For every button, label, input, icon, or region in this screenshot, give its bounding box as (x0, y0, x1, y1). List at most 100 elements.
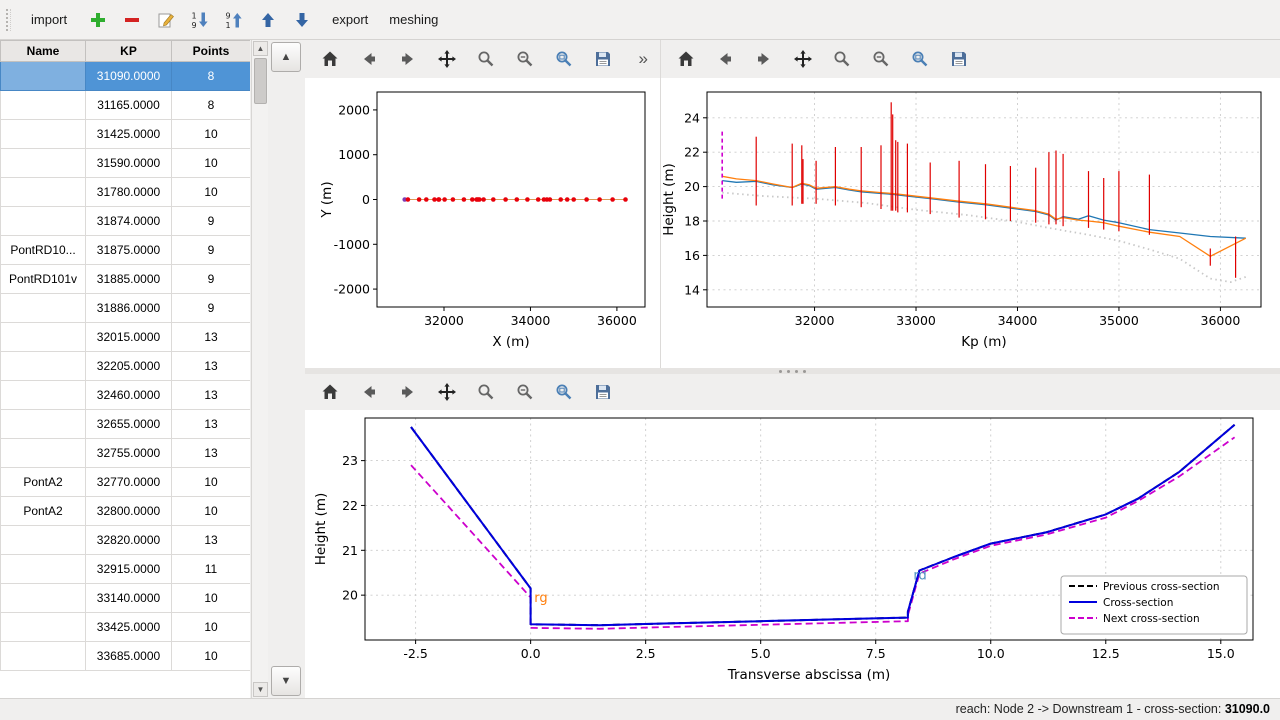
move-down-button[interactable] (287, 5, 316, 34)
cell-name[interactable] (0, 612, 86, 642)
cell-points[interactable]: 9 (171, 264, 250, 294)
cell-name[interactable]: PontA2 (0, 496, 86, 526)
toolbar-overflow-chevron[interactable]: » (638, 49, 648, 68)
table-row[interactable]: 33685.0000 10 (0, 641, 250, 671)
longitudinal-profile-canvas[interactable]: 32000 33000 34000 35000 36000 14 16 18 20 22 24 Kp … (661, 78, 1273, 363)
sort-descending-button[interactable] (185, 5, 214, 34)
zoom-region-button[interactable] (549, 378, 578, 407)
forward-button[interactable] (393, 45, 422, 74)
cell-kp[interactable]: 32755.0000 (85, 438, 172, 468)
zoom-button[interactable] (471, 45, 500, 74)
cell-points[interactable]: 9 (171, 206, 250, 236)
cell-name[interactable] (0, 177, 86, 207)
cell-name[interactable]: PontA2 (0, 467, 86, 497)
cell-points[interactable]: 8 (171, 61, 250, 91)
table-row[interactable]: PontRD10... 31875.0000 9 (0, 235, 250, 265)
cell-name[interactable] (0, 380, 86, 410)
table-row[interactable]: 31425.0000 10 (0, 119, 250, 149)
cell-kp[interactable]: 32800.0000 (85, 496, 172, 526)
scroll-down-button[interactable]: ▼ (271, 666, 301, 696)
zoom-region-button[interactable] (905, 45, 934, 74)
scrollbar-up-arrow-icon[interactable]: ▲ (253, 41, 268, 56)
cell-name[interactable]: PontRD10... (0, 235, 86, 265)
cross-section-canvas[interactable]: rg rd -2.5 0.0 2.5 5.0 7.5 10.0 12.5 15.0 20 21 22 23… (305, 410, 1267, 696)
cell-kp[interactable]: 32915.0000 (85, 554, 172, 584)
cell-points[interactable]: 9 (171, 293, 250, 323)
cell-name[interactable] (0, 90, 86, 120)
table-row[interactable]: 32015.0000 13 (0, 322, 250, 352)
cell-kp[interactable]: 31875.0000 (85, 235, 172, 265)
save-button[interactable] (588, 378, 617, 407)
column-header-points[interactable]: Points (171, 40, 250, 62)
export-menu[interactable]: export (332, 12, 369, 27)
zoom-region-button[interactable] (549, 45, 578, 74)
table-row[interactable]: 33425.0000 10 (0, 612, 250, 642)
table-row[interactable]: 31780.0000 10 (0, 177, 250, 207)
cell-kp[interactable]: 32015.0000 (85, 322, 172, 352)
table-scrollbar[interactable]: ▲ ▼ (251, 40, 268, 698)
cell-points[interactable]: 10 (171, 641, 250, 671)
cell-name[interactable] (0, 61, 86, 91)
cell-points[interactable]: 9 (171, 235, 250, 265)
cell-kp[interactable]: 33140.0000 (85, 583, 172, 613)
table-row[interactable]: 32915.0000 11 (0, 554, 250, 584)
cell-points[interactable]: 13 (171, 380, 250, 410)
cell-points[interactable]: 8 (171, 90, 250, 120)
pan-button[interactable] (432, 45, 461, 74)
toolbar-grip[interactable] (6, 8, 11, 31)
sort-ascending-button[interactable] (219, 5, 248, 34)
zoom-select-button[interactable] (510, 378, 539, 407)
cell-kp[interactable]: 31885.0000 (85, 264, 172, 294)
edit-button[interactable] (151, 5, 180, 34)
table-row[interactable]: 31874.0000 9 (0, 206, 250, 236)
table-row[interactable]: 32655.0000 13 (0, 409, 250, 439)
remove-button[interactable] (117, 5, 146, 34)
cell-kp[interactable]: 31590.0000 (85, 148, 172, 178)
cell-kp[interactable]: 33425.0000 (85, 612, 172, 642)
table-row[interactable]: 32460.0000 13 (0, 380, 250, 410)
forward-button[interactable] (749, 45, 778, 74)
move-up-button[interactable] (253, 5, 282, 34)
cell-points[interactable]: 10 (171, 119, 250, 149)
column-header-kp[interactable]: KP (85, 40, 172, 62)
cell-name[interactable] (0, 525, 86, 555)
plan-view-canvas[interactable]: 32000 34000 36000 -2000 -1000 0 1000 2000 X (m) Y… (305, 78, 655, 363)
zoom-select-button[interactable] (510, 45, 539, 74)
table-row[interactable]: 32820.0000 13 (0, 525, 250, 555)
cell-name[interactable] (0, 641, 86, 671)
table-row[interactable]: PontA2 32770.0000 10 (0, 467, 250, 497)
cell-kp[interactable]: 32655.0000 (85, 409, 172, 439)
back-button[interactable] (710, 45, 739, 74)
pan-button[interactable] (788, 45, 817, 74)
cell-name[interactable] (0, 148, 86, 178)
cell-name[interactable] (0, 554, 86, 584)
cell-kp[interactable]: 31886.0000 (85, 293, 172, 323)
cell-kp[interactable]: 32820.0000 (85, 525, 172, 555)
cell-points[interactable]: 10 (171, 612, 250, 642)
cell-points[interactable]: 13 (171, 351, 250, 381)
forward-button[interactable] (393, 378, 422, 407)
cell-name[interactable] (0, 409, 86, 439)
scroll-up-button[interactable]: ▲ (271, 42, 301, 72)
back-button[interactable] (354, 45, 383, 74)
cell-kp[interactable]: 31425.0000 (85, 119, 172, 149)
add-button[interactable] (83, 5, 112, 34)
home-button[interactable] (671, 45, 700, 74)
zoom-select-button[interactable] (866, 45, 895, 74)
cell-points[interactable]: 10 (171, 177, 250, 207)
cell-name[interactable] (0, 206, 86, 236)
meshing-menu[interactable]: meshing (389, 12, 439, 27)
zoom-button[interactable] (827, 45, 856, 74)
cell-name[interactable] (0, 322, 86, 352)
cell-name[interactable] (0, 438, 86, 468)
table-row[interactable]: PontRD101v 31885.0000 9 (0, 264, 250, 294)
cell-points[interactable]: 13 (171, 525, 250, 555)
cell-points[interactable]: 10 (171, 583, 250, 613)
cell-points[interactable]: 13 (171, 409, 250, 439)
table-row[interactable]: 32755.0000 13 (0, 438, 250, 468)
cell-kp[interactable]: 31874.0000 (85, 206, 172, 236)
cell-kp[interactable]: 32205.0000 (85, 351, 172, 381)
cell-kp[interactable]: 32460.0000 (85, 380, 172, 410)
cell-name[interactable] (0, 351, 86, 381)
table-row[interactable]: PontA2 32800.0000 10 (0, 496, 250, 526)
